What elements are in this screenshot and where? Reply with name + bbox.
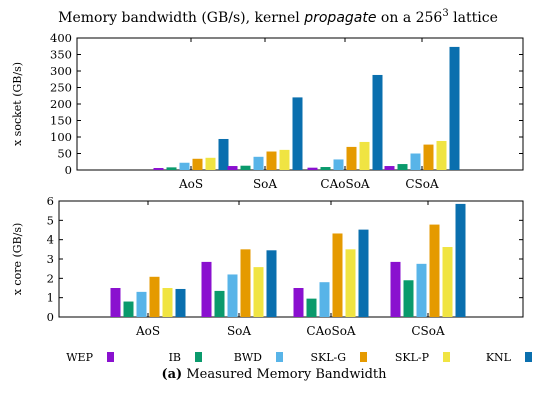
bar-core-aos-ib [123,301,134,317]
x-category-label: SoA [227,324,251,338]
bar-core-soa-skl-g [240,249,251,317]
y-tick-label: 400 [50,31,72,45]
bar-socket-csoa-skl-p [436,140,447,170]
legend-label-ib: IB [169,351,181,364]
bar-core-csoa-ib [403,280,414,317]
bar-socket-aos-knl [218,138,229,170]
legend-swatch-bwd [276,352,283,362]
bar-core-caosoa-knl [358,229,369,317]
y-tick-label: 1 [47,291,54,305]
y-tick-label: 350 [50,48,72,62]
chart-panel-socket: 0 50 100 150 200 250 300 350 400 x socket (GB/s) A… [11,31,524,191]
y-tick-label: 200 [50,97,72,111]
bar-core-aos-bwd [136,291,147,317]
figure-caption: (a) Measured Memory Bandwidth [161,367,387,382]
y-tick-label: 0 [47,310,54,324]
bar-socket-csoa-ib [397,164,408,170]
bar-socket-caosoa-skl-p [359,141,370,170]
bar-core-soa-bwd [227,274,238,317]
y-tick-label: 100 [50,130,72,144]
bar-socket-csoa-bwd [410,153,421,170]
bar-core-soa-wep [201,261,212,317]
x-category-label: AoS [135,324,160,338]
bar-socket-caosoa-ib [320,167,331,170]
bar-socket-soa-bwd [253,156,264,170]
y-axis-label-socket: x socket (GB/s) [11,62,24,146]
y-tick-label: 0 [65,163,72,177]
bar-core-csoa-bwd [416,263,427,317]
x-category-label: CSoA [411,324,445,338]
bar-socket-caosoa-knl [372,74,383,170]
legend-label-skl-p: SKL-P [395,351,430,364]
bar-socket-soa-ib [240,165,251,170]
bar-socket-soa-skl-p [279,149,290,170]
bar-socket-aos-wep [153,168,164,170]
y-tick-label: 300 [50,64,72,78]
bar-core-soa-skl-p [253,267,264,317]
legend-label-wep: WEP [66,351,93,364]
legend-swatch-skl-g [360,352,367,362]
bar-core-caosoa-wep [293,288,304,317]
y-tick-label: 150 [50,114,72,128]
y-tick-label: 50 [57,147,72,161]
y-tick-label: 5 [47,213,54,227]
bar-core-aos-skl-p [162,288,173,317]
bar-socket-caosoa-wep [307,167,318,170]
plot-frame-core [58,200,524,318]
y-tick-label: 6 [47,194,54,208]
bar-socket-aos-bwd [179,162,190,170]
bar-core-csoa-skl-p [442,247,453,317]
legend-label-skl-g: SKL-G [310,351,346,364]
bar-core-soa-ib [214,290,225,317]
bar-socket-caosoa-bwd [333,159,344,170]
bar-core-aos-wep [110,288,121,317]
bar-core-csoa-skl-g [429,224,440,317]
bar-core-caosoa-ib [306,298,317,317]
y-tick-label: 4 [47,233,54,247]
legend-label-bwd: BWD [234,351,262,364]
bar-core-aos-skl-g [149,276,160,317]
legend-swatch-wep [107,352,114,362]
bar-socket-aos-skl-p [205,157,216,170]
bar-core-aos-knl [175,288,186,317]
legend-swatch-ib [195,352,202,362]
bar-socket-aos-skl-g [192,158,203,170]
legend: WEP IB BWD SKL-G SKL-P KNL [66,351,532,364]
x-category-label: CSoA [405,177,439,191]
legend-label-knl: KNL [486,351,512,364]
bar-socket-csoa-knl [449,46,460,170]
y-axis-label-core: x core (GB/s) [11,223,24,296]
bar-socket-csoa-skl-g [423,144,434,170]
figure-title: Memory bandwidth (GB/s), kernel propagat… [58,8,498,26]
y-tick-label: 250 [50,81,72,95]
bar-socket-soa-wep [227,166,238,170]
legend-swatch-knl [525,352,532,362]
bar-socket-caosoa-skl-g [346,146,357,170]
legend-swatch-skl-p [443,352,450,362]
x-category-label: AoS [178,177,203,191]
y-tick-label: 3 [47,252,54,266]
bar-socket-soa-skl-g [266,151,277,170]
bar-core-caosoa-bwd [319,282,330,317]
bar-core-soa-knl [266,250,277,317]
bar-socket-soa-knl [292,97,303,170]
x-category-label: CAoSoA [320,177,370,191]
bar-core-caosoa-skl-p [345,249,356,317]
bar-socket-csoa-wep [384,166,395,170]
y-tick-label: 2 [47,271,54,285]
x-category-label: SoA [253,177,277,191]
bar-core-csoa-knl [455,203,466,317]
bar-socket-aos-ib [166,167,177,170]
chart-panel-core: 0 1 2 3 4 5 6 x core (GB/s) AoS SoA CAoSoA CSoA [11,194,524,338]
bar-core-caosoa-skl-g [332,233,343,317]
x-category-label: CAoSoA [306,324,356,338]
bar-core-csoa-wep [390,261,401,317]
